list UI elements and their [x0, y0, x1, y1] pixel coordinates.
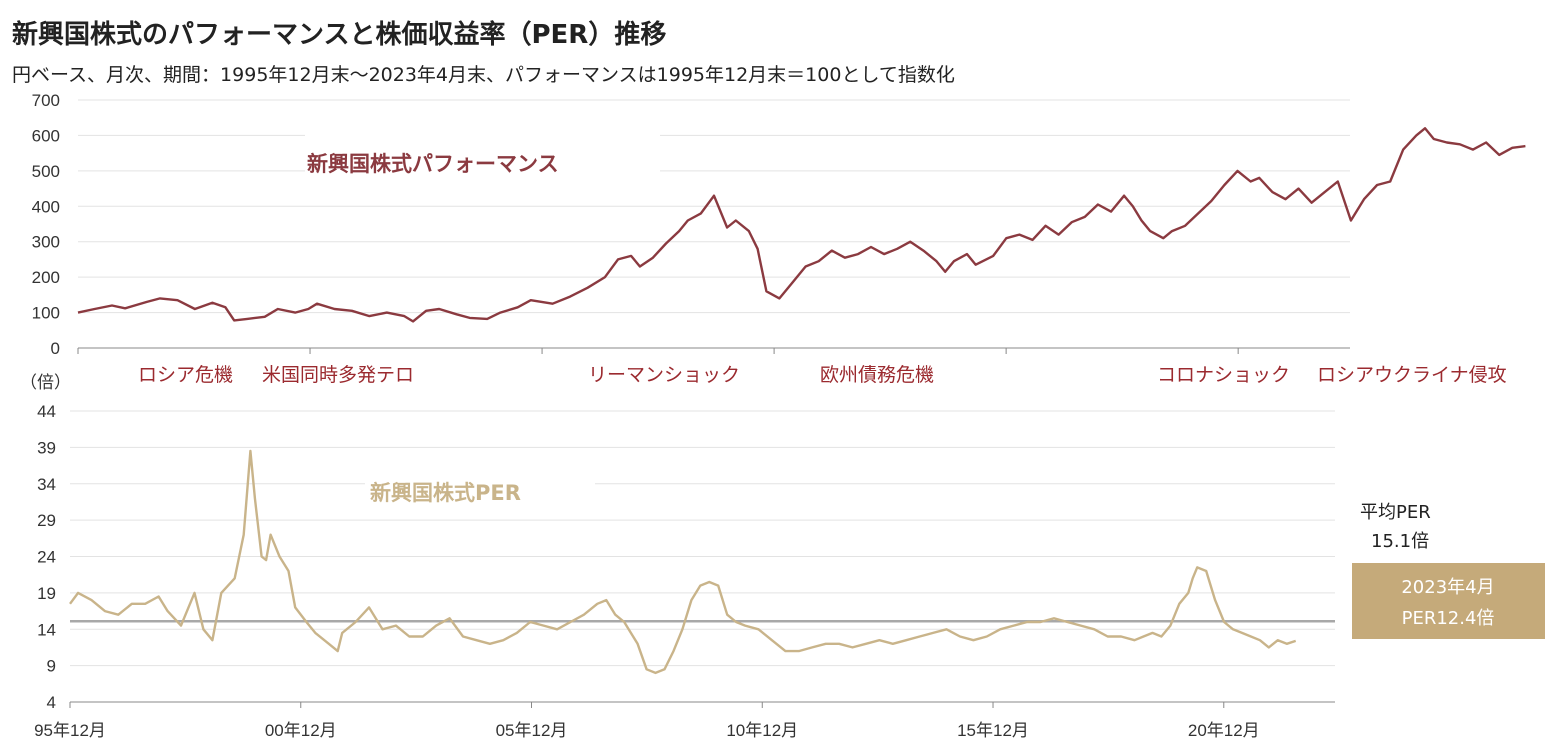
- y-tick-label: 600: [32, 126, 60, 145]
- performance-y-axis: 0 100 200 300 400 500 600 700: [32, 91, 60, 358]
- chart-title: 新興国株式のパフォーマンスと株価収益率（PER）推移: [12, 20, 667, 50]
- x-tick-label: 10年12月: [726, 721, 798, 740]
- y-tick-label: 19: [37, 584, 56, 603]
- performance-grid: [78, 99, 1350, 349]
- average-per-value: 15.1倍: [1371, 531, 1429, 552]
- y-tick-label: 39: [37, 438, 56, 457]
- chart-subtitle: 円ベース、月次、期間：1995年12月末～2023年4月末、パフォーマンスは19…: [12, 64, 955, 86]
- per-line: [69, 449, 1297, 675]
- performance-series-label: 新興国株式パフォーマンス: [307, 152, 559, 176]
- event-labels: ロシア危機 米国同時多発テロ リーマンショック 欧州債務危機 コロナショック ロ…: [138, 364, 1507, 386]
- event-label: 米国同時多発テロ: [262, 364, 414, 386]
- per-grid: [70, 410, 1335, 703]
- performance-x-axis: [77, 348, 1239, 354]
- y-tick-label: 300: [32, 233, 60, 252]
- event-label: ロシア危機: [138, 364, 233, 386]
- latest-per-value: PER12.4倍: [1402, 608, 1495, 629]
- performance-label-background: [305, 128, 660, 176]
- event-label: 欧州債務危機: [820, 364, 934, 386]
- y-tick-label: 24: [37, 548, 56, 567]
- average-per-label: 平均PER: [1360, 502, 1431, 523]
- latest-per-box: [1352, 563, 1545, 639]
- x-tick-label: 00年12月: [265, 721, 337, 740]
- y-tick-label: 400: [32, 197, 60, 216]
- y-tick-label: 200: [32, 268, 60, 287]
- y-tick-label: 0: [51, 339, 60, 358]
- y-tick-label: 500: [32, 162, 60, 181]
- y-tick-label: 29: [37, 511, 56, 530]
- y-tick-label: 44: [37, 402, 56, 421]
- y-tick-label: 4: [47, 693, 56, 712]
- per-series-label: 新興国株式PER: [370, 481, 521, 505]
- latest-per-date: 2023年4月: [1401, 577, 1494, 598]
- x-tick-label: 05年12月: [496, 721, 568, 740]
- event-label: ロシアウクライナ侵攻: [1317, 364, 1507, 386]
- y-tick-label: 14: [37, 620, 56, 639]
- x-tick-label: 20年12月: [1188, 721, 1260, 740]
- event-label: コロナショック: [1157, 364, 1290, 386]
- x-tick-label: 95年12月: [34, 721, 106, 740]
- per-y-axis: 4 9 14 19 24 29 34 39 44: [37, 402, 56, 712]
- y-tick-label: 700: [32, 91, 60, 110]
- performance-line: [77, 127, 1526, 323]
- x-tick-label: 15年12月: [957, 721, 1029, 740]
- y-tick-label: 34: [37, 475, 56, 494]
- per-x-axis: 95年12月 00年12月 05年12月 10年12月 15年12月 20年12月: [34, 702, 1260, 740]
- event-label: リーマンショック: [588, 364, 740, 386]
- y-tick-label: 100: [32, 304, 60, 323]
- y-tick-label: 9: [47, 657, 56, 676]
- per-y-axis-label: （倍）: [20, 373, 71, 392]
- per-label-background: [365, 466, 595, 510]
